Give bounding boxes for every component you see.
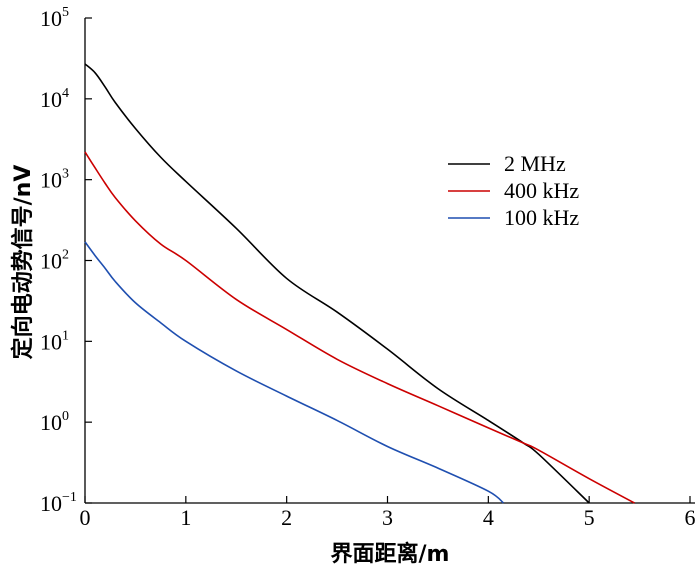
y-tick-label: 10−1 <box>40 490 77 516</box>
x-tick-label: 1 <box>180 505 191 530</box>
series-line-2-mhz <box>84 63 590 504</box>
y-tick-label: 100 <box>40 409 69 435</box>
series-line-400-khz <box>84 151 635 504</box>
x-tick-label: 4 <box>483 505 494 530</box>
legend-label: 100 kHz <box>504 205 579 230</box>
x-axis-label: 界面距离/m <box>331 541 450 567</box>
y-tick-label: 105 <box>40 5 69 31</box>
y-tick-label: 104 <box>40 86 69 112</box>
x-tick-label: 5 <box>584 505 595 530</box>
series-line-100-khz <box>84 241 504 504</box>
x-tick-label: 3 <box>382 505 393 530</box>
y-tick-label: 102 <box>40 248 69 274</box>
y-axis-label: 定向电动势信号/nV <box>10 165 36 360</box>
x-tick-label: 0 <box>80 505 91 530</box>
legend-label: 2 MHz <box>504 151 566 176</box>
y-tick-label: 101 <box>40 328 69 354</box>
x-ticks: 0 1 2 3 4 5 6 <box>80 496 696 530</box>
y-ticks: 10−1 100 101 102 103 104 105 <box>40 5 92 516</box>
x-tick-label: 2 <box>281 505 292 530</box>
y-tick-label: 103 <box>40 167 69 193</box>
legend-label: 400 kHz <box>504 178 579 203</box>
series-group <box>84 63 635 504</box>
axes <box>84 18 695 504</box>
x-tick-label: 6 <box>685 505 696 530</box>
